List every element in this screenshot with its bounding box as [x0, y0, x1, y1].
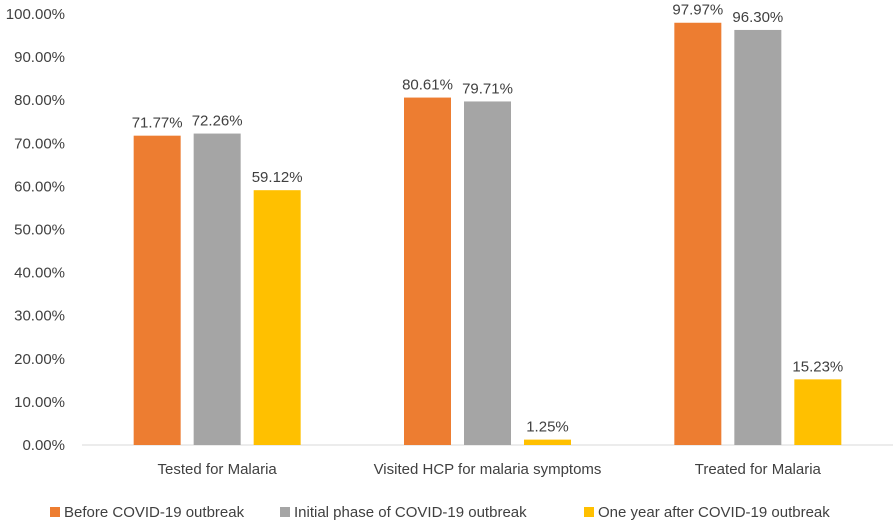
legend-label: Before COVID-19 outbreak	[64, 504, 245, 521]
bar	[674, 22, 722, 446]
data-label: 59.12%	[252, 169, 303, 186]
bar	[464, 101, 511, 446]
y-tick-label: 100.00%	[6, 6, 65, 23]
data-label: 79.71%	[462, 80, 513, 97]
data-label: 1.25%	[526, 419, 569, 436]
legend-swatch	[584, 507, 594, 517]
y-tick-label: 20.00%	[14, 351, 65, 368]
y-tick-label: 80.00%	[14, 92, 65, 109]
data-label: 72.26%	[192, 113, 243, 130]
y-tick-label: 0.00%	[22, 437, 65, 454]
y-tick-label: 70.00%	[14, 135, 65, 152]
y-tick-label: 50.00%	[14, 222, 65, 239]
data-label: 97.97%	[672, 2, 723, 19]
y-tick-label: 10.00%	[14, 394, 65, 411]
x-tick-label: Visited HCP for malaria symptoms	[374, 461, 602, 478]
legend-swatch	[280, 507, 290, 517]
legend-swatch	[50, 507, 60, 517]
bar	[133, 135, 181, 445]
data-label: 15.23%	[792, 358, 843, 375]
y-tick-label: 90.00%	[14, 49, 65, 66]
legend-label: One year after COVID-19 outbreak	[598, 504, 830, 521]
data-label: 96.30%	[732, 9, 783, 26]
y-tick-label: 60.00%	[14, 178, 65, 195]
bar	[253, 190, 301, 445]
bar	[794, 379, 842, 445]
bar	[404, 97, 451, 446]
bar	[524, 439, 571, 445]
data-label: 71.77%	[132, 115, 183, 132]
x-tick-label: Treated for Malaria	[695, 461, 822, 478]
y-tick-label: 30.00%	[14, 308, 65, 325]
bar	[734, 29, 782, 446]
bar	[193, 133, 241, 446]
x-tick-label: Tested for Malaria	[158, 461, 278, 478]
y-tick-label: 40.00%	[14, 265, 65, 282]
data-label: 80.61%	[402, 77, 453, 94]
legend-label: Initial phase of COVID-19 outbreak	[294, 504, 527, 521]
